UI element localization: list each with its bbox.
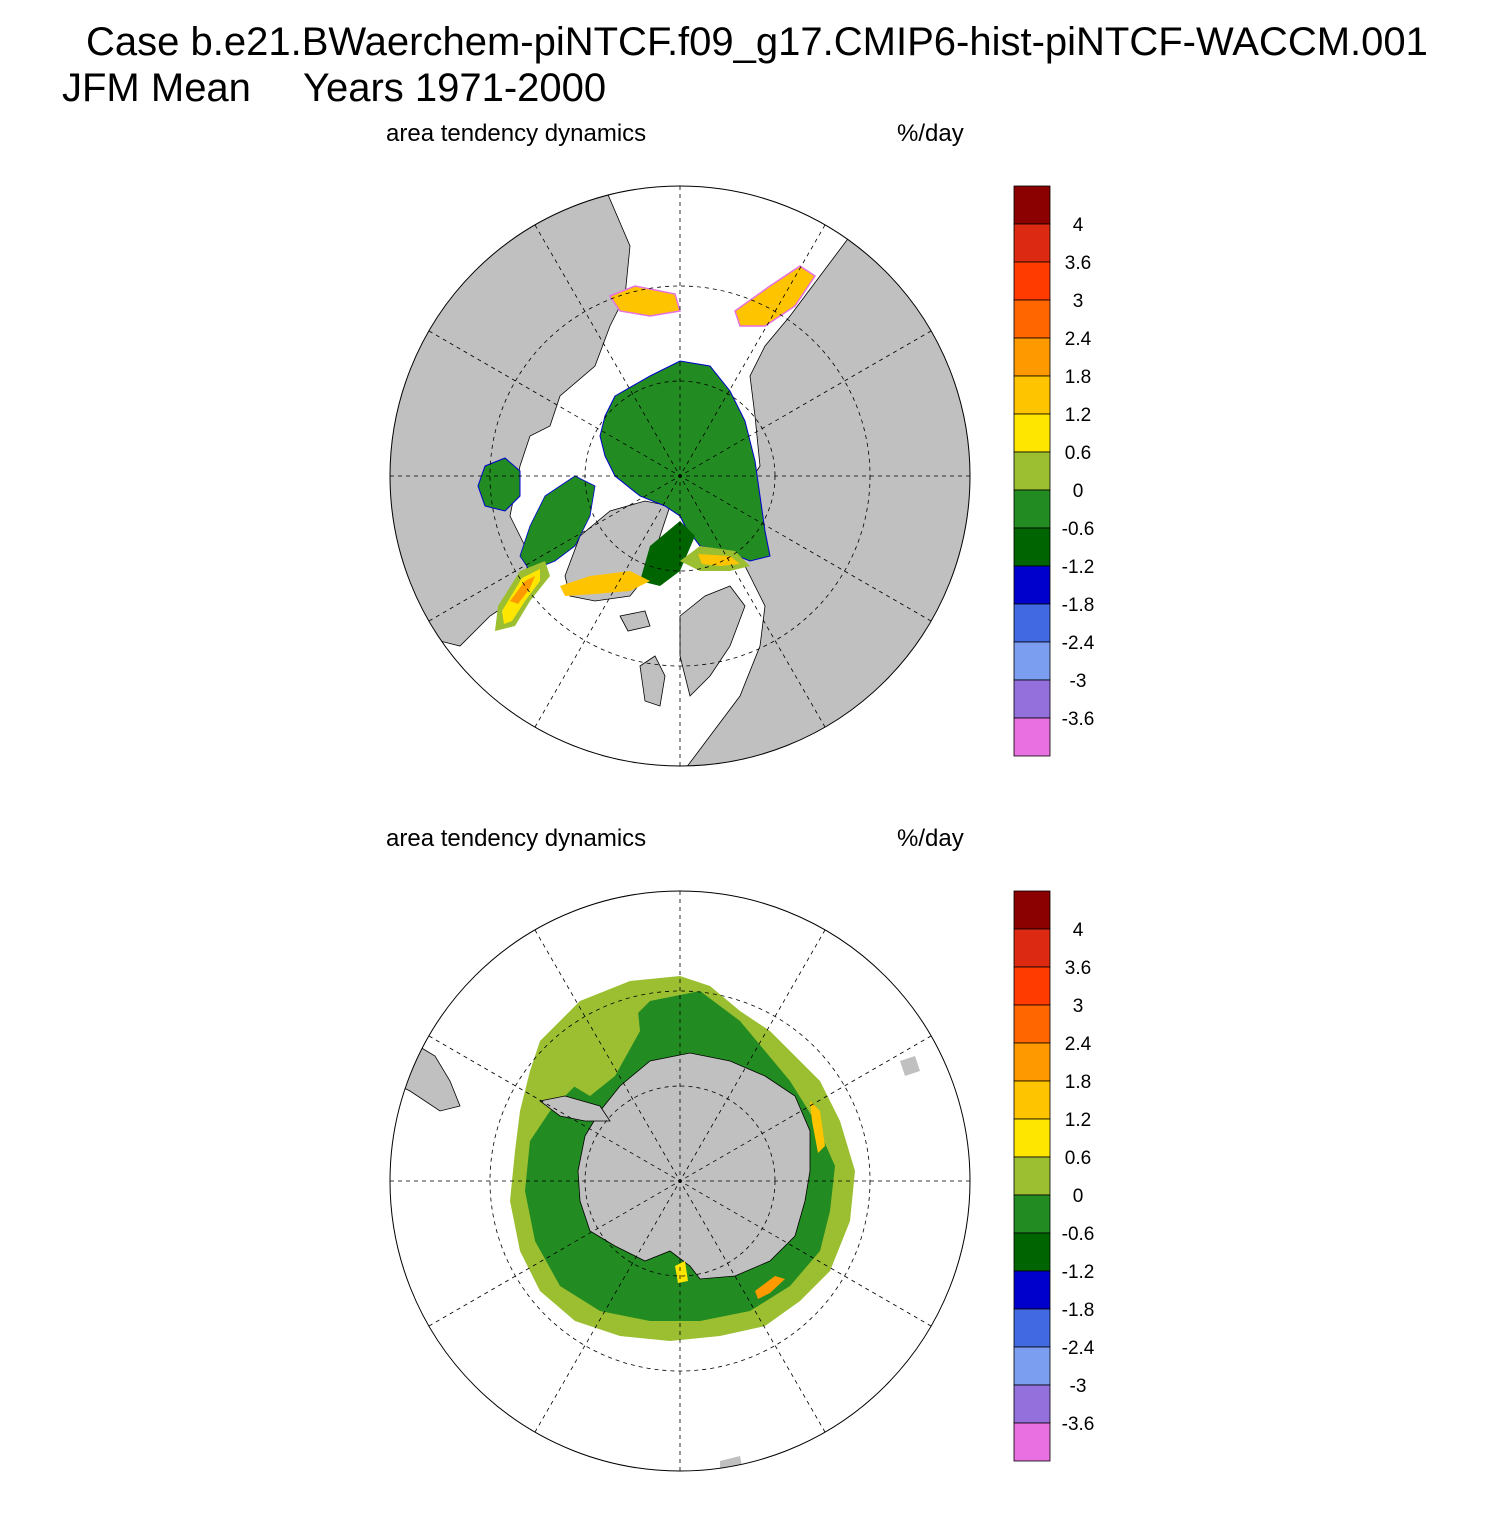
colorbar-swatch — [1013, 337, 1051, 377]
map-border — [389, 890, 971, 1472]
colorbar-swatch — [1013, 565, 1051, 605]
colorbar-tick-label: 1.2 — [1065, 1110, 1091, 1131]
land-africa-tip — [900, 1056, 920, 1076]
colorbar-swatch — [1013, 1042, 1051, 1082]
colorbar-swatch — [1013, 1194, 1051, 1234]
colorbar-tick-label: 2.4 — [1065, 1034, 1092, 1055]
years-label: Years 1971-2000 — [302, 66, 607, 110]
colorbar-swatch — [1013, 1346, 1051, 1386]
colorbar-swatch — [1013, 1384, 1051, 1424]
colorbar-tick-label: -1.8 — [1062, 595, 1095, 616]
colorbar-swatch — [1013, 489, 1051, 529]
colorbar-tick-label: 4 — [1073, 215, 1084, 236]
figure-title-period: JFM Mean Years 1971-2000 — [62, 66, 606, 110]
season-label: JFM Mean — [62, 66, 251, 110]
colorbar-south: 4 3.6 3 2.4 1.8 1.2 0.6 0 -0.6 -1.2 -1.8 -2.4 -3 -3.6 — [1013, 890, 1095, 1462]
north-polar-map — [389, 185, 971, 767]
colorbar-tick-label: 0.6 — [1065, 443, 1091, 464]
ice-baffin-bay — [519, 475, 596, 572]
colorbar-swatch — [1013, 299, 1051, 339]
land-antarctic-peninsula — [539, 1095, 611, 1122]
ice-weddell-light — [540, 981, 640, 1096]
colorbar-tick-label: 3 — [1073, 996, 1084, 1017]
colorbar-tick-label: 1.8 — [1065, 367, 1091, 388]
graticule-north — [390, 186, 970, 766]
colorbar-tick-label: -3.6 — [1062, 709, 1095, 730]
colorbar-tick-label: 0 — [1073, 481, 1084, 502]
colorbar-swatch — [1013, 1118, 1051, 1158]
colorbar-tick-label: 3.6 — [1065, 253, 1091, 274]
ice-greenland-south-edge — [560, 571, 650, 596]
panel-left-title: area tendency dynamics — [386, 120, 647, 147]
ice-okhotsk — [734, 265, 817, 327]
land-antarctica — [577, 1052, 811, 1280]
colorbar-north: 4 3.6 3 2.4 1.8 1.2 0.6 0 -0.6 -1.2 -1.8 -2.4 -3 -3.6 — [1013, 185, 1095, 757]
colorbar-swatch — [1013, 1422, 1051, 1462]
figure-title-case: Case b.e21.BWaerchem-piNTCF.f09_g17.CMIP… — [86, 20, 1428, 64]
colorbar-tick-label: 1.8 — [1065, 1072, 1091, 1093]
colorbar-swatch — [1013, 1308, 1051, 1348]
ice-hudson-bay — [477, 457, 521, 512]
colorbar-swatch — [1013, 928, 1051, 968]
colorbar-swatch — [1013, 223, 1051, 263]
colorbar-tick-label: 0.6 — [1065, 1148, 1091, 1169]
panel-units: %/day — [897, 825, 964, 852]
colorbar-swatch — [1013, 1156, 1051, 1196]
colorbar-swatch — [1013, 527, 1051, 567]
colorbar-swatch — [1013, 413, 1051, 453]
colorbar-tick-label: 4 — [1073, 920, 1084, 941]
colorbar-tick-label: -0.6 — [1062, 1224, 1095, 1245]
colorbar-swatch — [1013, 261, 1051, 301]
colorbar-tick-label: -2.4 — [1062, 633, 1095, 654]
panel-units: %/day — [897, 120, 964, 147]
colorbar-swatch — [1013, 890, 1051, 930]
colorbar-tick-label: -1.2 — [1062, 557, 1095, 578]
colorbar-swatch — [1013, 1232, 1051, 1272]
panel-south: area tendency dynamics %/day — [0, 815, 1500, 1515]
colorbar-swatch — [1013, 1080, 1051, 1120]
ice-east-edge-yellow — [810, 1101, 825, 1153]
map-border — [389, 185, 971, 767]
colorbar-swatch — [1013, 679, 1051, 719]
colorbar-tick-label: -3 — [1070, 1376, 1087, 1397]
colorbar-swatch — [1013, 1270, 1051, 1310]
colorbar-tick-label: 2.4 — [1065, 329, 1092, 350]
colorbar-swatch — [1013, 375, 1051, 415]
panel-north: area tendency dynamics %/day — [0, 110, 1500, 810]
land-britain — [639, 655, 666, 707]
ice-labrador-orange — [510, 576, 535, 604]
colorbar-tick-label: -3.6 — [1062, 1414, 1095, 1435]
ice-fram-strait — [640, 521, 695, 586]
colorbar-swatch — [1013, 966, 1051, 1006]
colorbar-tick-label: -1.2 — [1062, 1262, 1095, 1283]
colorbar-swatch — [1013, 451, 1051, 491]
ice-southeast-edge-orange — [755, 1276, 785, 1299]
ice-ross-yellow — [675, 1261, 688, 1283]
colorbar-tick-label: 3 — [1073, 291, 1084, 312]
colorbar-tick-label: -0.6 — [1062, 519, 1095, 540]
colorbar-swatch — [1013, 603, 1051, 643]
colorbar-tick-label: -3 — [1070, 671, 1087, 692]
south-polar-map — [389, 890, 971, 1472]
land-iceland — [619, 610, 651, 632]
colorbar-tick-label: 0 — [1073, 1186, 1084, 1207]
colorbar-tick-label: 1.2 — [1065, 405, 1091, 426]
colorbar-tick-label: -1.8 — [1062, 1300, 1095, 1321]
colorbar-swatch — [1013, 717, 1051, 757]
colorbar-swatch — [1013, 185, 1051, 225]
colorbar-swatch — [1013, 1004, 1051, 1044]
colorbar-swatch — [1013, 641, 1051, 681]
panel-left-title: area tendency dynamics — [386, 825, 647, 852]
colorbar-tick-label: -2.4 — [1062, 1338, 1095, 1359]
graticule-south — [390, 891, 970, 1471]
colorbar-tick-label: 3.6 — [1065, 958, 1091, 979]
land-scandinavia — [679, 585, 746, 697]
